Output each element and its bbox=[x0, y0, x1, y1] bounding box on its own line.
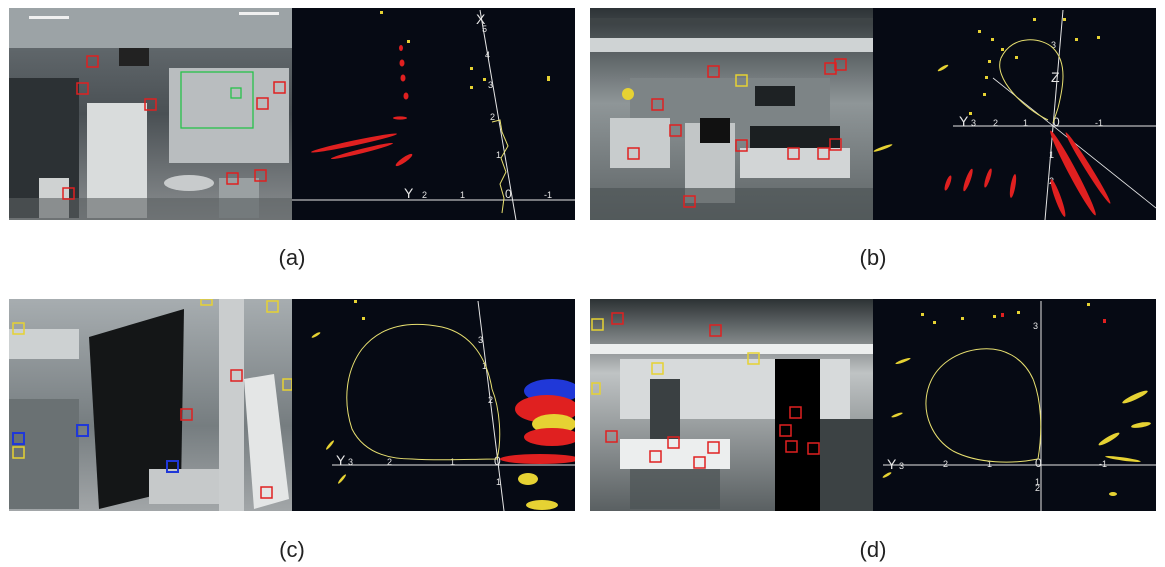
predicted-points-a bbox=[380, 11, 550, 89]
trajectory-c bbox=[346, 323, 501, 461]
predicted-boxes-b bbox=[735, 74, 748, 87]
svg-text:0: 0 bbox=[494, 454, 501, 468]
map-view-c: Y 3 2 1 0 1 2 1 3 bbox=[292, 299, 575, 511]
predicted-points-c bbox=[311, 300, 365, 484]
svg-text:2: 2 bbox=[490, 112, 495, 122]
axis-label-y-b: Y bbox=[959, 113, 969, 129]
feature-boxes-b bbox=[627, 58, 847, 208]
svg-text:1: 1 bbox=[1049, 150, 1054, 160]
svg-text:1: 1 bbox=[460, 190, 465, 200]
blue-features-c bbox=[12, 424, 179, 473]
svg-text:-1: -1 bbox=[1099, 459, 1107, 469]
svg-text:1: 1 bbox=[496, 150, 501, 160]
landmark-ellipses-c bbox=[500, 379, 575, 510]
landmark-points-d bbox=[1001, 313, 1106, 323]
camera-view-d bbox=[590, 299, 873, 511]
axis-label-z-b: Z bbox=[1051, 69, 1060, 85]
svg-text:0: 0 bbox=[505, 187, 512, 201]
svg-text:1: 1 bbox=[496, 477, 501, 487]
svg-text:2: 2 bbox=[1035, 483, 1040, 493]
svg-text:3: 3 bbox=[899, 461, 904, 471]
camera-view-b bbox=[590, 8, 873, 220]
svg-text:0: 0 bbox=[1053, 115, 1060, 129]
predicted-points-d bbox=[882, 303, 1151, 496]
svg-text:-1: -1 bbox=[1095, 118, 1103, 128]
svg-text:1: 1 bbox=[987, 459, 992, 469]
landmark-ellipses-b bbox=[944, 130, 1111, 217]
svg-text:3: 3 bbox=[971, 118, 976, 128]
axis-label-y-d: Y bbox=[887, 456, 897, 472]
svg-text:1: 1 bbox=[450, 457, 455, 467]
feature-boxes-a bbox=[62, 55, 286, 200]
caption-d: (d) bbox=[859, 537, 887, 562]
svg-text:2: 2 bbox=[993, 118, 998, 128]
panel-b: Z Y 3 2 1 0 -1 1 2 3 bbox=[590, 8, 1156, 220]
panel-c: Y 3 2 1 0 1 2 1 3 bbox=[9, 299, 575, 511]
caption-a: (a) bbox=[278, 245, 306, 270]
svg-text:3: 3 bbox=[1033, 321, 1038, 331]
axis-label-x-a: X bbox=[476, 11, 486, 27]
active-feature-box bbox=[180, 71, 254, 129]
svg-text:1: 1 bbox=[482, 361, 487, 371]
tick-labels-c: 3 2 1 0 1 2 1 3 bbox=[348, 335, 501, 487]
svg-text:3: 3 bbox=[348, 457, 353, 467]
caption-c: (c) bbox=[279, 537, 305, 562]
svg-text:1: 1 bbox=[1023, 118, 1028, 128]
landmark-ellipses-a bbox=[310, 45, 413, 167]
camera-view-c bbox=[9, 299, 292, 511]
svg-text:4: 4 bbox=[485, 50, 490, 60]
map-view-b: Z Y 3 2 1 0 -1 1 2 3 bbox=[873, 8, 1156, 220]
predicted-boxes-c bbox=[12, 299, 292, 459]
trajectory-d bbox=[925, 348, 1042, 463]
axis-label-y-a: Y bbox=[404, 185, 414, 201]
feature-boxes-c bbox=[180, 369, 273, 499]
svg-text:2: 2 bbox=[488, 395, 493, 405]
predicted-boxes-d bbox=[591, 318, 760, 395]
axis-label-y-c: Y bbox=[336, 452, 346, 468]
trajectory-b bbox=[999, 39, 1064, 124]
tick-labels-a: 2 1 0 -1 1 2 3 4 5 bbox=[422, 24, 552, 201]
svg-text:-1: -1 bbox=[544, 190, 552, 200]
predicted-points-b bbox=[873, 18, 1100, 152]
svg-text:3: 3 bbox=[478, 335, 483, 345]
feature-boxes-d bbox=[605, 312, 820, 469]
svg-text:2: 2 bbox=[387, 457, 392, 467]
svg-text:2: 2 bbox=[422, 190, 427, 200]
caption-b: (b) bbox=[859, 245, 887, 270]
svg-text:0: 0 bbox=[1035, 456, 1042, 470]
map-view-a: X Y 2 1 0 -1 1 2 3 4 5 bbox=[292, 8, 575, 220]
panel-d: Y 3 2 1 0 -1 1 2 3 bbox=[590, 299, 1156, 511]
svg-text:3: 3 bbox=[1051, 40, 1056, 50]
svg-text:2: 2 bbox=[943, 459, 948, 469]
svg-text:1: 1 bbox=[1035, 477, 1040, 487]
tick-labels-d: 3 2 1 0 -1 1 2 3 bbox=[899, 321, 1107, 493]
trajectory-a bbox=[491, 119, 509, 214]
panel-a: X Y 2 1 0 -1 1 2 3 4 5 bbox=[9, 8, 575, 220]
camera-view-a bbox=[9, 8, 292, 220]
svg-text:3: 3 bbox=[488, 80, 493, 90]
svg-text:5: 5 bbox=[482, 24, 487, 34]
map-view-d: Y 3 2 1 0 -1 1 2 3 bbox=[873, 299, 1156, 511]
